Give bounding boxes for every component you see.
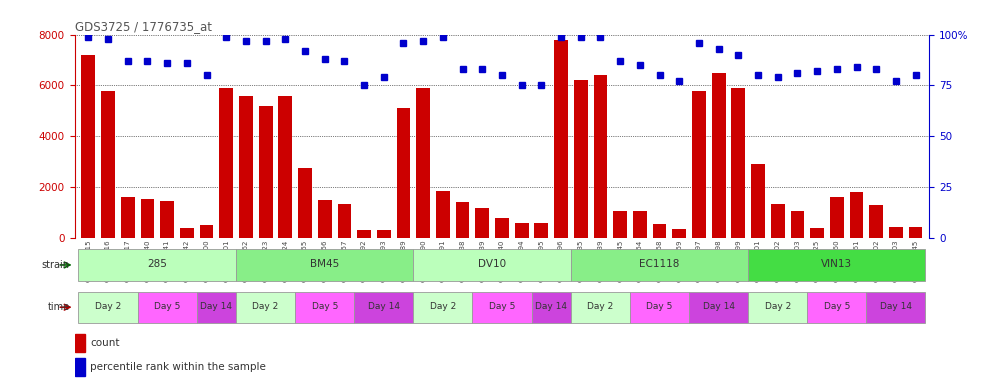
FancyBboxPatch shape <box>197 292 236 323</box>
Text: Day 14: Day 14 <box>535 302 568 311</box>
FancyBboxPatch shape <box>532 292 571 323</box>
Bar <box>258 106 272 238</box>
FancyBboxPatch shape <box>867 292 925 323</box>
Bar <box>416 88 430 238</box>
FancyBboxPatch shape <box>571 292 630 323</box>
Bar <box>101 91 115 238</box>
Bar <box>239 96 252 238</box>
FancyBboxPatch shape <box>472 292 532 323</box>
FancyBboxPatch shape <box>630 292 689 323</box>
Bar <box>574 80 587 238</box>
FancyBboxPatch shape <box>236 250 414 280</box>
Text: Day 5: Day 5 <box>311 302 338 311</box>
Bar <box>593 75 607 238</box>
FancyBboxPatch shape <box>414 292 472 323</box>
Bar <box>436 191 449 238</box>
Text: GDS3725 / 1776735_at: GDS3725 / 1776735_at <box>75 20 212 33</box>
Bar <box>75 358 84 376</box>
Bar <box>653 224 666 238</box>
Text: Day 14: Day 14 <box>703 302 735 311</box>
Bar <box>672 229 686 238</box>
Bar <box>790 211 804 238</box>
Bar <box>870 205 883 238</box>
Bar <box>397 108 411 238</box>
Bar <box>751 164 765 238</box>
Text: Day 5: Day 5 <box>646 302 673 311</box>
FancyBboxPatch shape <box>748 292 807 323</box>
Bar <box>889 227 903 238</box>
Bar <box>121 197 134 238</box>
Bar <box>515 223 529 238</box>
Bar <box>82 55 95 238</box>
Bar <box>180 228 194 238</box>
Text: BM45: BM45 <box>310 259 339 269</box>
FancyBboxPatch shape <box>807 292 867 323</box>
Text: Day 5: Day 5 <box>489 302 515 311</box>
Text: Day 2: Day 2 <box>252 302 278 311</box>
Bar <box>830 197 844 238</box>
Bar <box>850 192 864 238</box>
Text: Day 14: Day 14 <box>880 302 911 311</box>
Bar <box>377 230 391 238</box>
Text: Day 14: Day 14 <box>368 302 400 311</box>
Text: Day 5: Day 5 <box>824 302 850 311</box>
Bar <box>613 211 627 238</box>
Text: strain: strain <box>42 260 70 270</box>
Bar <box>220 88 234 238</box>
Text: Day 2: Day 2 <box>764 302 791 311</box>
Bar <box>75 334 84 353</box>
Text: count: count <box>89 338 119 348</box>
FancyBboxPatch shape <box>354 292 414 323</box>
Text: percentile rank within the sample: percentile rank within the sample <box>89 362 265 372</box>
FancyBboxPatch shape <box>295 292 354 323</box>
FancyBboxPatch shape <box>79 250 236 280</box>
Bar <box>770 204 784 238</box>
Bar <box>140 199 154 238</box>
Bar <box>732 88 746 238</box>
Text: Day 2: Day 2 <box>94 302 121 311</box>
Bar <box>810 228 824 238</box>
Text: VIN13: VIN13 <box>821 259 853 269</box>
Bar <box>692 91 706 238</box>
Text: 285: 285 <box>147 259 167 269</box>
Bar <box>495 218 509 238</box>
FancyBboxPatch shape <box>79 292 137 323</box>
Text: DV10: DV10 <box>478 259 506 269</box>
FancyBboxPatch shape <box>414 250 571 280</box>
Text: Day 5: Day 5 <box>154 302 180 311</box>
FancyBboxPatch shape <box>137 292 197 323</box>
FancyBboxPatch shape <box>571 250 748 280</box>
Text: EC1118: EC1118 <box>639 259 680 269</box>
FancyBboxPatch shape <box>236 292 295 323</box>
Text: Day 2: Day 2 <box>587 302 613 311</box>
Bar <box>633 211 647 238</box>
Bar <box>475 207 489 238</box>
Bar <box>338 204 351 238</box>
Bar <box>357 230 371 238</box>
Bar <box>278 96 292 238</box>
Bar <box>298 168 312 238</box>
Bar <box>535 223 549 238</box>
Bar <box>318 200 332 238</box>
Bar <box>160 201 174 238</box>
Bar <box>200 225 214 238</box>
Bar <box>555 40 568 238</box>
Bar <box>909 227 922 238</box>
FancyBboxPatch shape <box>689 292 748 323</box>
FancyBboxPatch shape <box>748 250 925 280</box>
Text: Day 2: Day 2 <box>429 302 456 311</box>
Text: Day 14: Day 14 <box>201 302 233 311</box>
Bar <box>712 73 726 238</box>
Bar <box>455 202 469 238</box>
Text: time: time <box>48 302 70 312</box>
